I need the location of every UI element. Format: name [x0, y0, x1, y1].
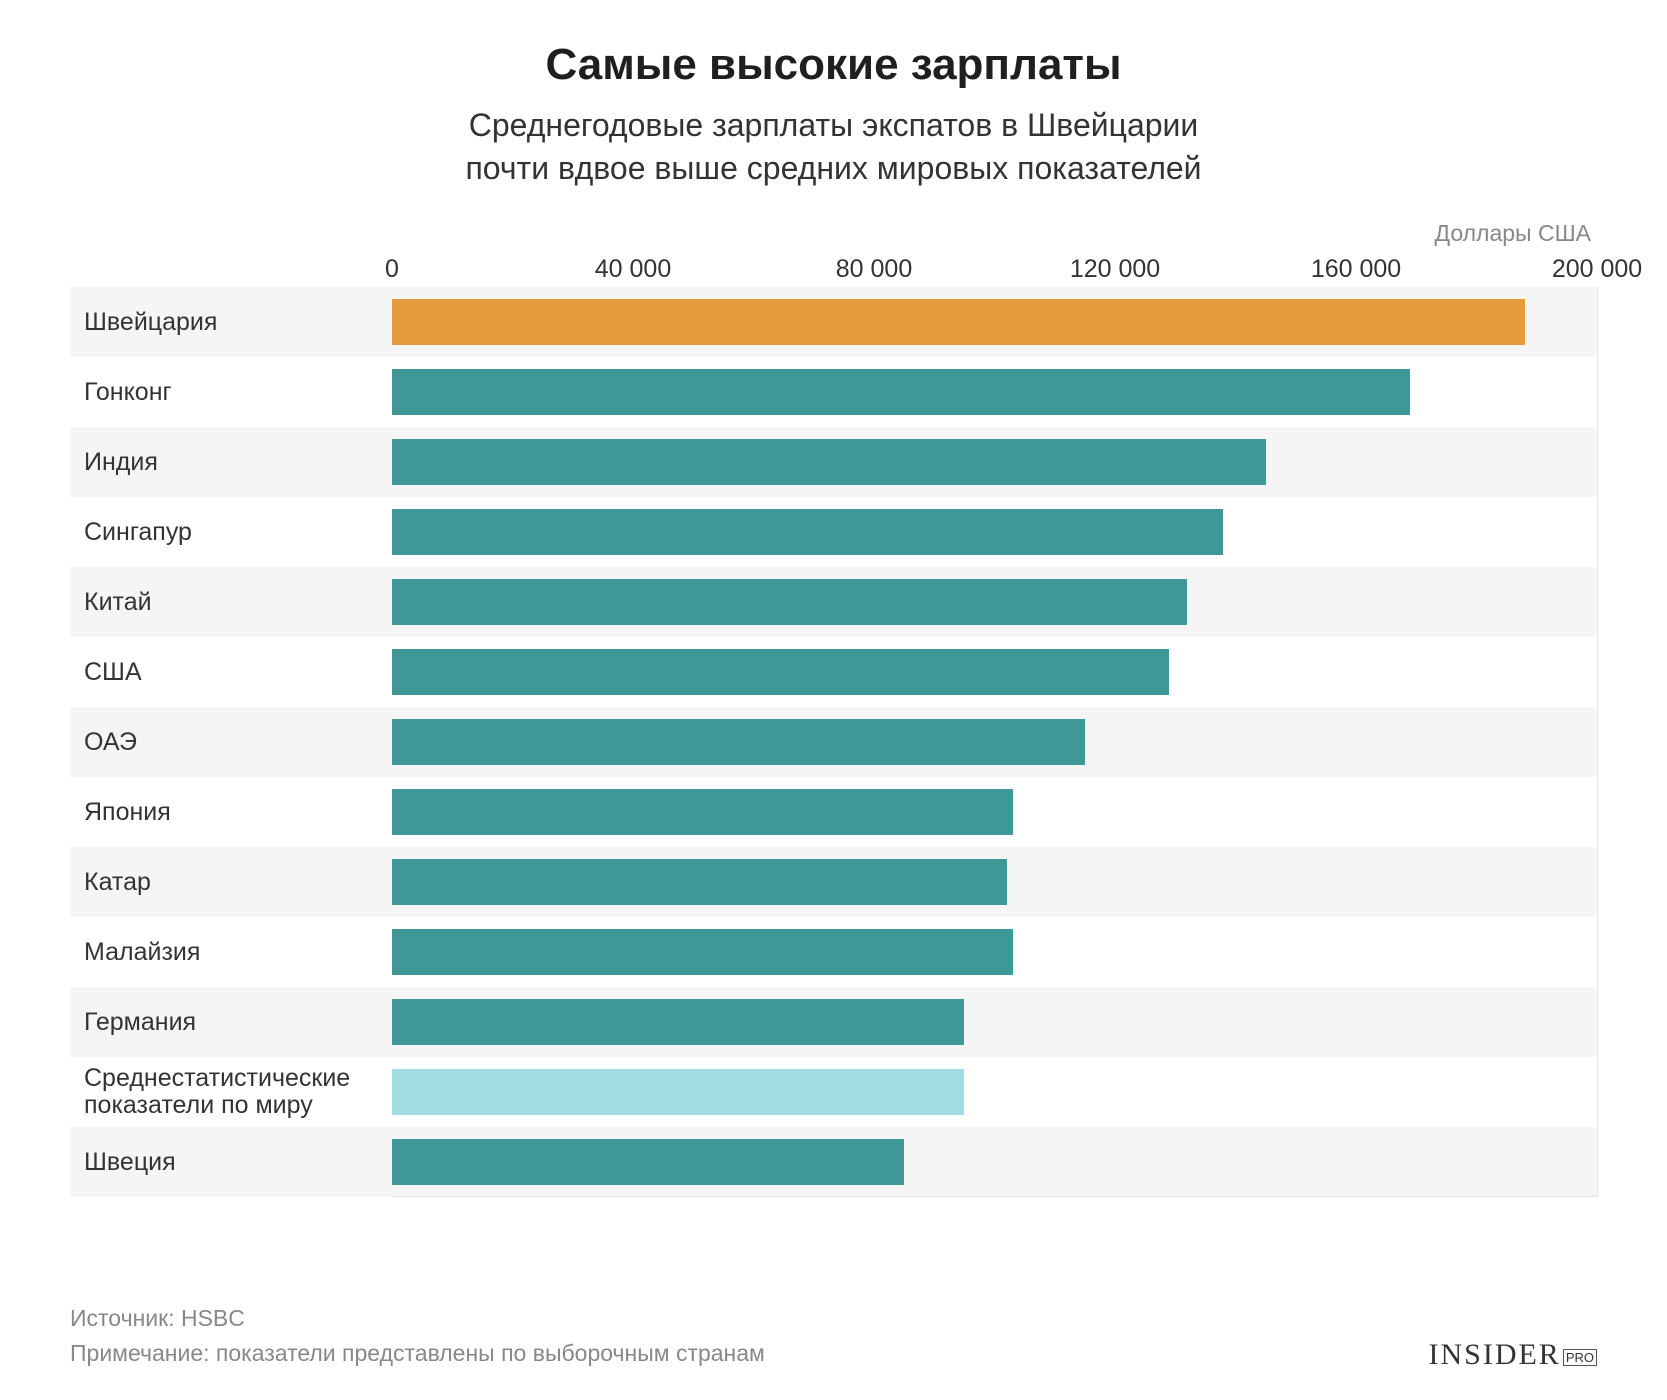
row-plot	[392, 917, 1597, 987]
row-label: Гонконг	[70, 357, 392, 427]
row-label: Среднестатистические показатели по миру	[70, 1057, 392, 1127]
row-plot	[392, 707, 1597, 777]
axis-tick-label: 200 000	[1552, 255, 1642, 284]
plot-bottom-border	[392, 1196, 1597, 1197]
chart-area: Доллары США ШвейцарияГонконгИндияСингапу…	[70, 220, 1597, 1197]
brand-logo: INSIDERPRO	[1428, 1338, 1597, 1372]
bar	[392, 719, 1085, 765]
subtitle-line-1: Среднегодовые зарплаты экспатов в Швейца…	[469, 107, 1199, 143]
bar	[392, 1139, 904, 1185]
row-label: США	[70, 637, 392, 707]
plot-column: 040 00080 000120 000160 000200 000	[392, 249, 1597, 1197]
row-plot	[392, 567, 1597, 637]
row-plot	[392, 357, 1597, 427]
axis-tick-label: 80 000	[836, 255, 912, 284]
subtitle-line-2: почти вдвое выше средних мировых показат…	[465, 150, 1201, 186]
footer-text: Источник: HSBC Примечание: показатели пр…	[70, 1301, 765, 1372]
row-label: Япония	[70, 777, 392, 847]
row-plot	[392, 497, 1597, 567]
brand-sub: PRO	[1563, 1349, 1597, 1366]
row-plot	[392, 987, 1597, 1057]
bar	[392, 509, 1223, 555]
axis-tick-label: 160 000	[1311, 255, 1401, 284]
bar	[392, 369, 1410, 415]
row-label: Швейцария	[70, 287, 392, 357]
bar	[392, 789, 1013, 835]
chart-container: Самые высокие зарплаты Среднегодовые зар…	[0, 0, 1667, 1400]
gridline	[1597, 287, 1598, 1197]
chart-subtitle: Среднегодовые зарплаты экспатов в Швейца…	[70, 104, 1597, 190]
axis-tick-label: 0	[385, 255, 399, 284]
bar	[392, 929, 1013, 975]
row-plot	[392, 777, 1597, 847]
row-plot	[392, 847, 1597, 917]
footer-note: Примечание: показатели представлены по в…	[70, 1336, 765, 1372]
axis-unit-label: Доллары США	[70, 220, 1597, 247]
row-plot	[392, 637, 1597, 707]
plot-rows: 040 00080 000120 000160 000200 000	[392, 249, 1597, 1197]
bar	[392, 859, 1007, 905]
axis-tick-row: 040 00080 000120 000160 000200 000	[392, 249, 1597, 287]
axis-tick-label: 120 000	[1070, 255, 1160, 284]
chart-grid: ШвейцарияГонконгИндияСингапурКитайСШАОАЭ…	[70, 249, 1597, 1197]
bar	[392, 439, 1266, 485]
row-label: Сингапур	[70, 497, 392, 567]
bar	[392, 649, 1169, 695]
footer-source: Источник: HSBC	[70, 1301, 765, 1337]
axis-tick-label: 40 000	[595, 255, 671, 284]
chart-title: Самые высокие зарплаты	[70, 40, 1597, 90]
bar	[392, 999, 964, 1045]
chart-footer: Источник: HSBC Примечание: показатели пр…	[70, 1301, 1597, 1372]
brand-main: INSIDER	[1428, 1338, 1560, 1371]
row-label: ОАЭ	[70, 707, 392, 777]
bar	[392, 1069, 964, 1115]
labels-column: ШвейцарияГонконгИндияСингапурКитайСШАОАЭ…	[70, 249, 392, 1197]
row-label: Малайзия	[70, 917, 392, 987]
row-plot	[392, 1057, 1597, 1127]
bar	[392, 299, 1525, 345]
row-label: Швеция	[70, 1127, 392, 1197]
row-label: Катар	[70, 847, 392, 917]
row-label: Германия	[70, 987, 392, 1057]
bar	[392, 579, 1187, 625]
row-label: Индия	[70, 427, 392, 497]
row-plot	[392, 1127, 1597, 1197]
row-plot	[392, 427, 1597, 497]
row-plot	[392, 287, 1597, 357]
row-label: Китай	[70, 567, 392, 637]
